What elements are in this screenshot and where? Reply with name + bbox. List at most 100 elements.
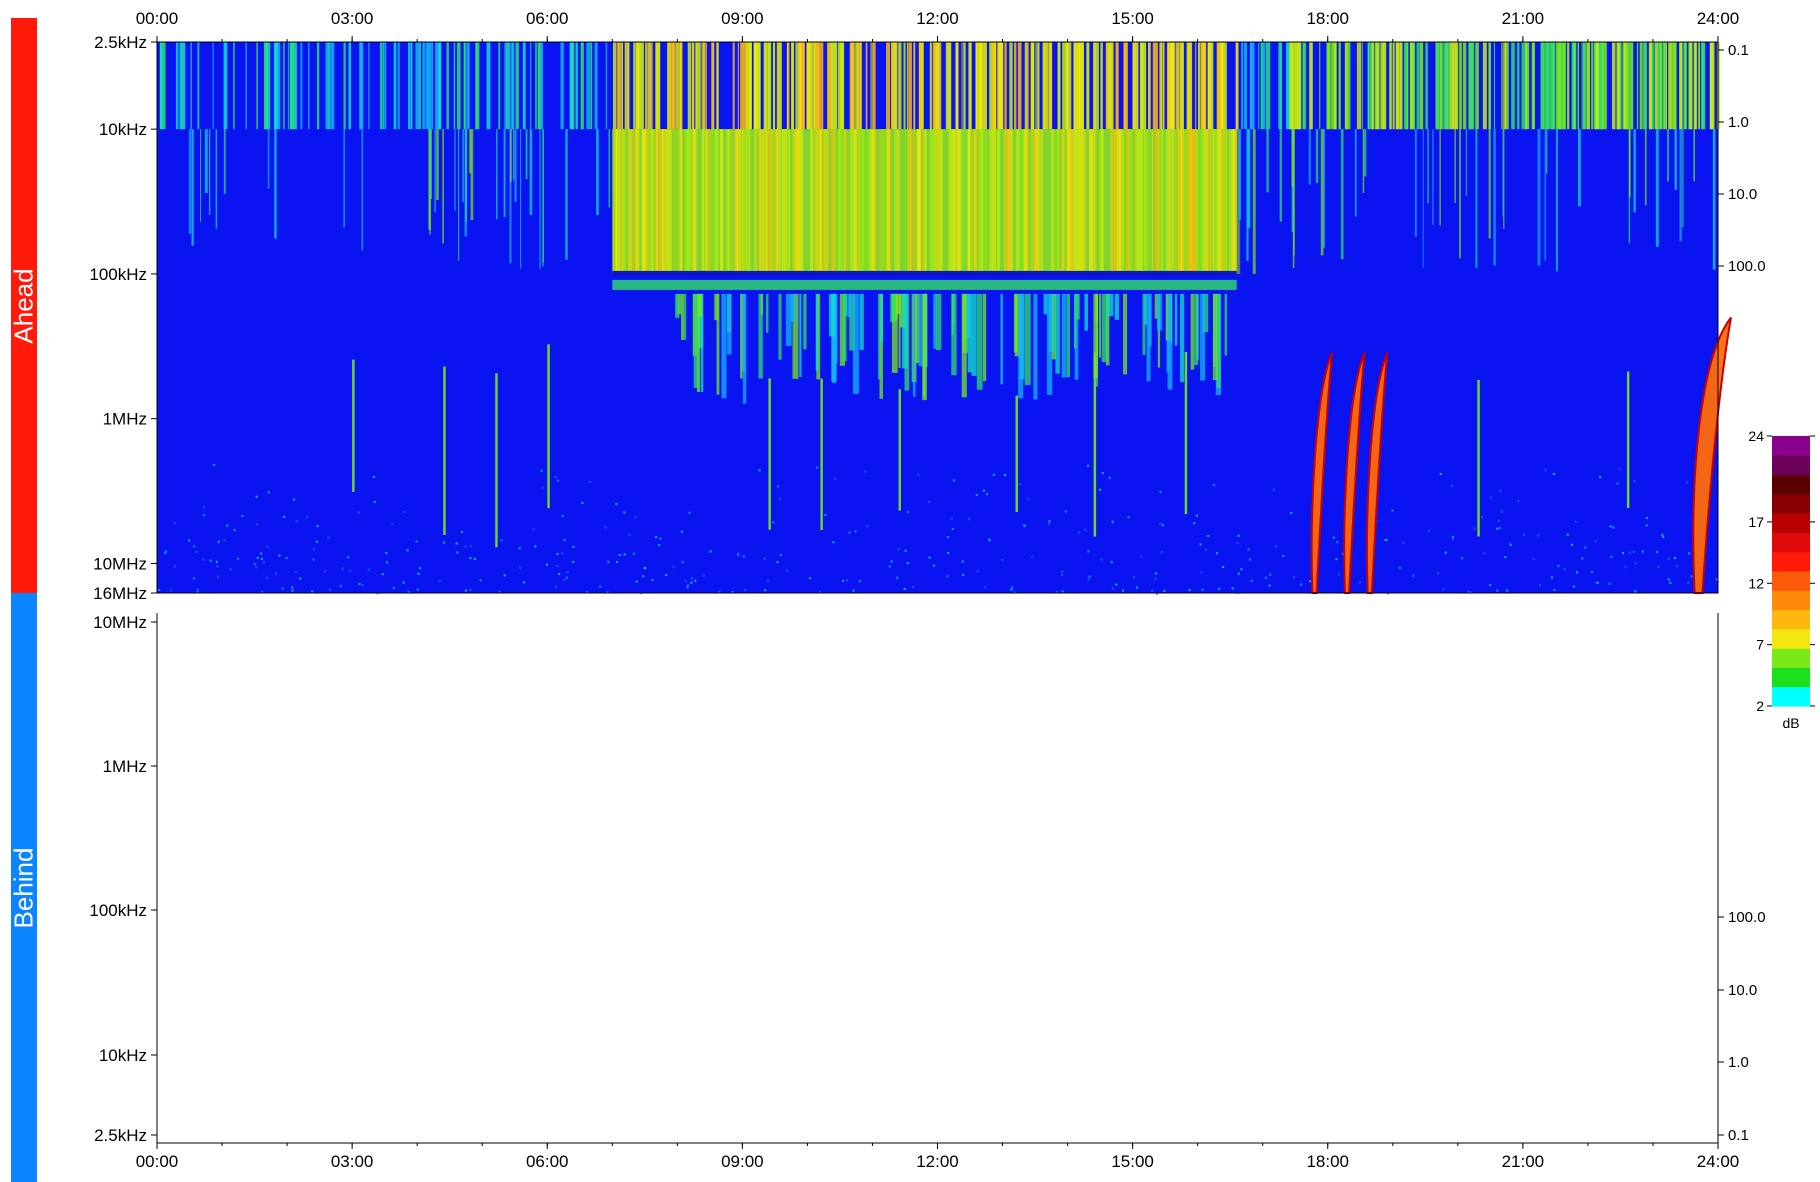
heatmap-cell (215, 129, 218, 229)
heatmap-cell (890, 293, 896, 323)
heatmap-cell (1557, 42, 1562, 130)
heatmap-cell (1331, 42, 1335, 130)
heatmap-cell (742, 555, 745, 558)
heatmap-cell (931, 129, 936, 274)
heatmap-cell (1133, 576, 1136, 579)
heatmap-cell (906, 562, 909, 565)
heatmap-cell (992, 473, 995, 476)
heatmap-cell (209, 129, 211, 215)
heatmap-cell (565, 129, 568, 260)
heatmap-cell (455, 542, 458, 545)
heatmap-cell (506, 42, 510, 130)
heatmap-cell (1011, 586, 1014, 589)
heatmap-cell (721, 293, 727, 399)
heatmap-cell (658, 544, 661, 547)
heatmap-cell (1061, 293, 1067, 378)
heatmap-cell (341, 567, 344, 570)
heatmap-cell (1199, 543, 1202, 546)
heatmap-cell (820, 42, 824, 130)
heatmap-cell (1177, 42, 1180, 130)
heatmap-cell (438, 42, 442, 130)
heatmap-cell (1202, 293, 1209, 333)
heatmap-cell (496, 129, 498, 220)
heatmap-cell (983, 489, 985, 492)
heatmap-cell (1686, 481, 1689, 484)
heatmap-cell (770, 129, 774, 274)
heatmap-cell (1289, 42, 1294, 130)
y-tick-label: 2.5kHz (94, 1126, 147, 1145)
heatmap-cell (260, 552, 263, 555)
heatmap-cell (1623, 42, 1628, 130)
small-burst (768, 378, 771, 530)
heatmap-cell (883, 129, 887, 274)
heatmap-cell (1154, 42, 1158, 130)
heatmap-cell (1679, 42, 1683, 130)
heatmap-cell (1215, 129, 1219, 274)
heatmap-cell (515, 42, 519, 130)
heatmap-cell (1142, 293, 1146, 355)
heatmap-cell (1243, 42, 1247, 130)
heatmap-cell (1076, 293, 1080, 320)
heatmap-cell (890, 560, 893, 563)
heatmap-cell (1266, 129, 1269, 193)
heatmap-cell (1190, 293, 1195, 370)
heatmap-cell (1497, 519, 1500, 522)
y-right-tick-label: 0.1 (1728, 42, 1749, 59)
heatmap-cell (613, 129, 616, 274)
heatmap-cell (465, 589, 467, 592)
heatmap-cell (1470, 42, 1474, 130)
heatmap-cell (1036, 129, 1041, 274)
colorbar-tick-label: 12 (1748, 575, 1764, 591)
heatmap-cell (1674, 129, 1677, 190)
heatmap-cell (983, 42, 985, 130)
heatmap-cell (626, 42, 630, 130)
heatmap-cell (866, 525, 869, 528)
heatmap-cell (726, 129, 730, 274)
heatmap-cell (737, 553, 740, 556)
heatmap-cell (1221, 42, 1223, 130)
heatmap-cell (263, 561, 266, 564)
heatmap-cell (1628, 551, 1631, 554)
heatmap-cell (1571, 543, 1573, 546)
heatmap-cell (1410, 42, 1412, 130)
heatmap-cell (1612, 42, 1616, 130)
heatmap-cell (1100, 558, 1103, 561)
heatmap-cell (1344, 42, 1348, 130)
heatmap-cell (976, 293, 983, 390)
heatmap-cell (1525, 42, 1529, 130)
heatmap-cell (845, 579, 848, 582)
heatmap-cell (299, 577, 302, 580)
heatmap-cell (1654, 42, 1659, 130)
heatmap-cell (893, 42, 898, 130)
heatmap-cell (839, 293, 846, 366)
x-tick-label-top: 00:00 (136, 9, 179, 28)
x-tick-label-top: 12:00 (916, 9, 959, 28)
heatmap-cell (678, 42, 682, 130)
heatmap-cell (1189, 129, 1192, 274)
heatmap-cell (767, 129, 769, 274)
heatmap-cell (1136, 586, 1139, 589)
heatmap-cell (888, 565, 891, 568)
heatmap-cell (1362, 129, 1365, 193)
heatmap-cell (266, 577, 268, 580)
heatmap-cell (1129, 129, 1134, 274)
heatmap-cell (1668, 42, 1672, 130)
heatmap-cell (1511, 42, 1515, 130)
heatmap-cell (952, 293, 955, 324)
heatmap-cell (615, 503, 618, 505)
heatmap-cell (932, 42, 936, 130)
heatmap-cell (1537, 534, 1540, 537)
heatmap-cell (991, 129, 994, 274)
heatmap-cell (989, 42, 993, 130)
heatmap-cell (651, 579, 654, 581)
heatmap-cell (891, 42, 895, 130)
heatmap-cell (1336, 541, 1339, 544)
heatmap-cell (174, 565, 176, 568)
heatmap-cell (368, 42, 370, 130)
colorbar-tick-label: 7 (1756, 637, 1764, 653)
heatmap-cell (223, 129, 226, 194)
heatmap-cell (937, 129, 942, 274)
heatmap-cell (1240, 568, 1243, 571)
heatmap-cell (920, 42, 924, 130)
heatmap-cell (1338, 42, 1341, 130)
